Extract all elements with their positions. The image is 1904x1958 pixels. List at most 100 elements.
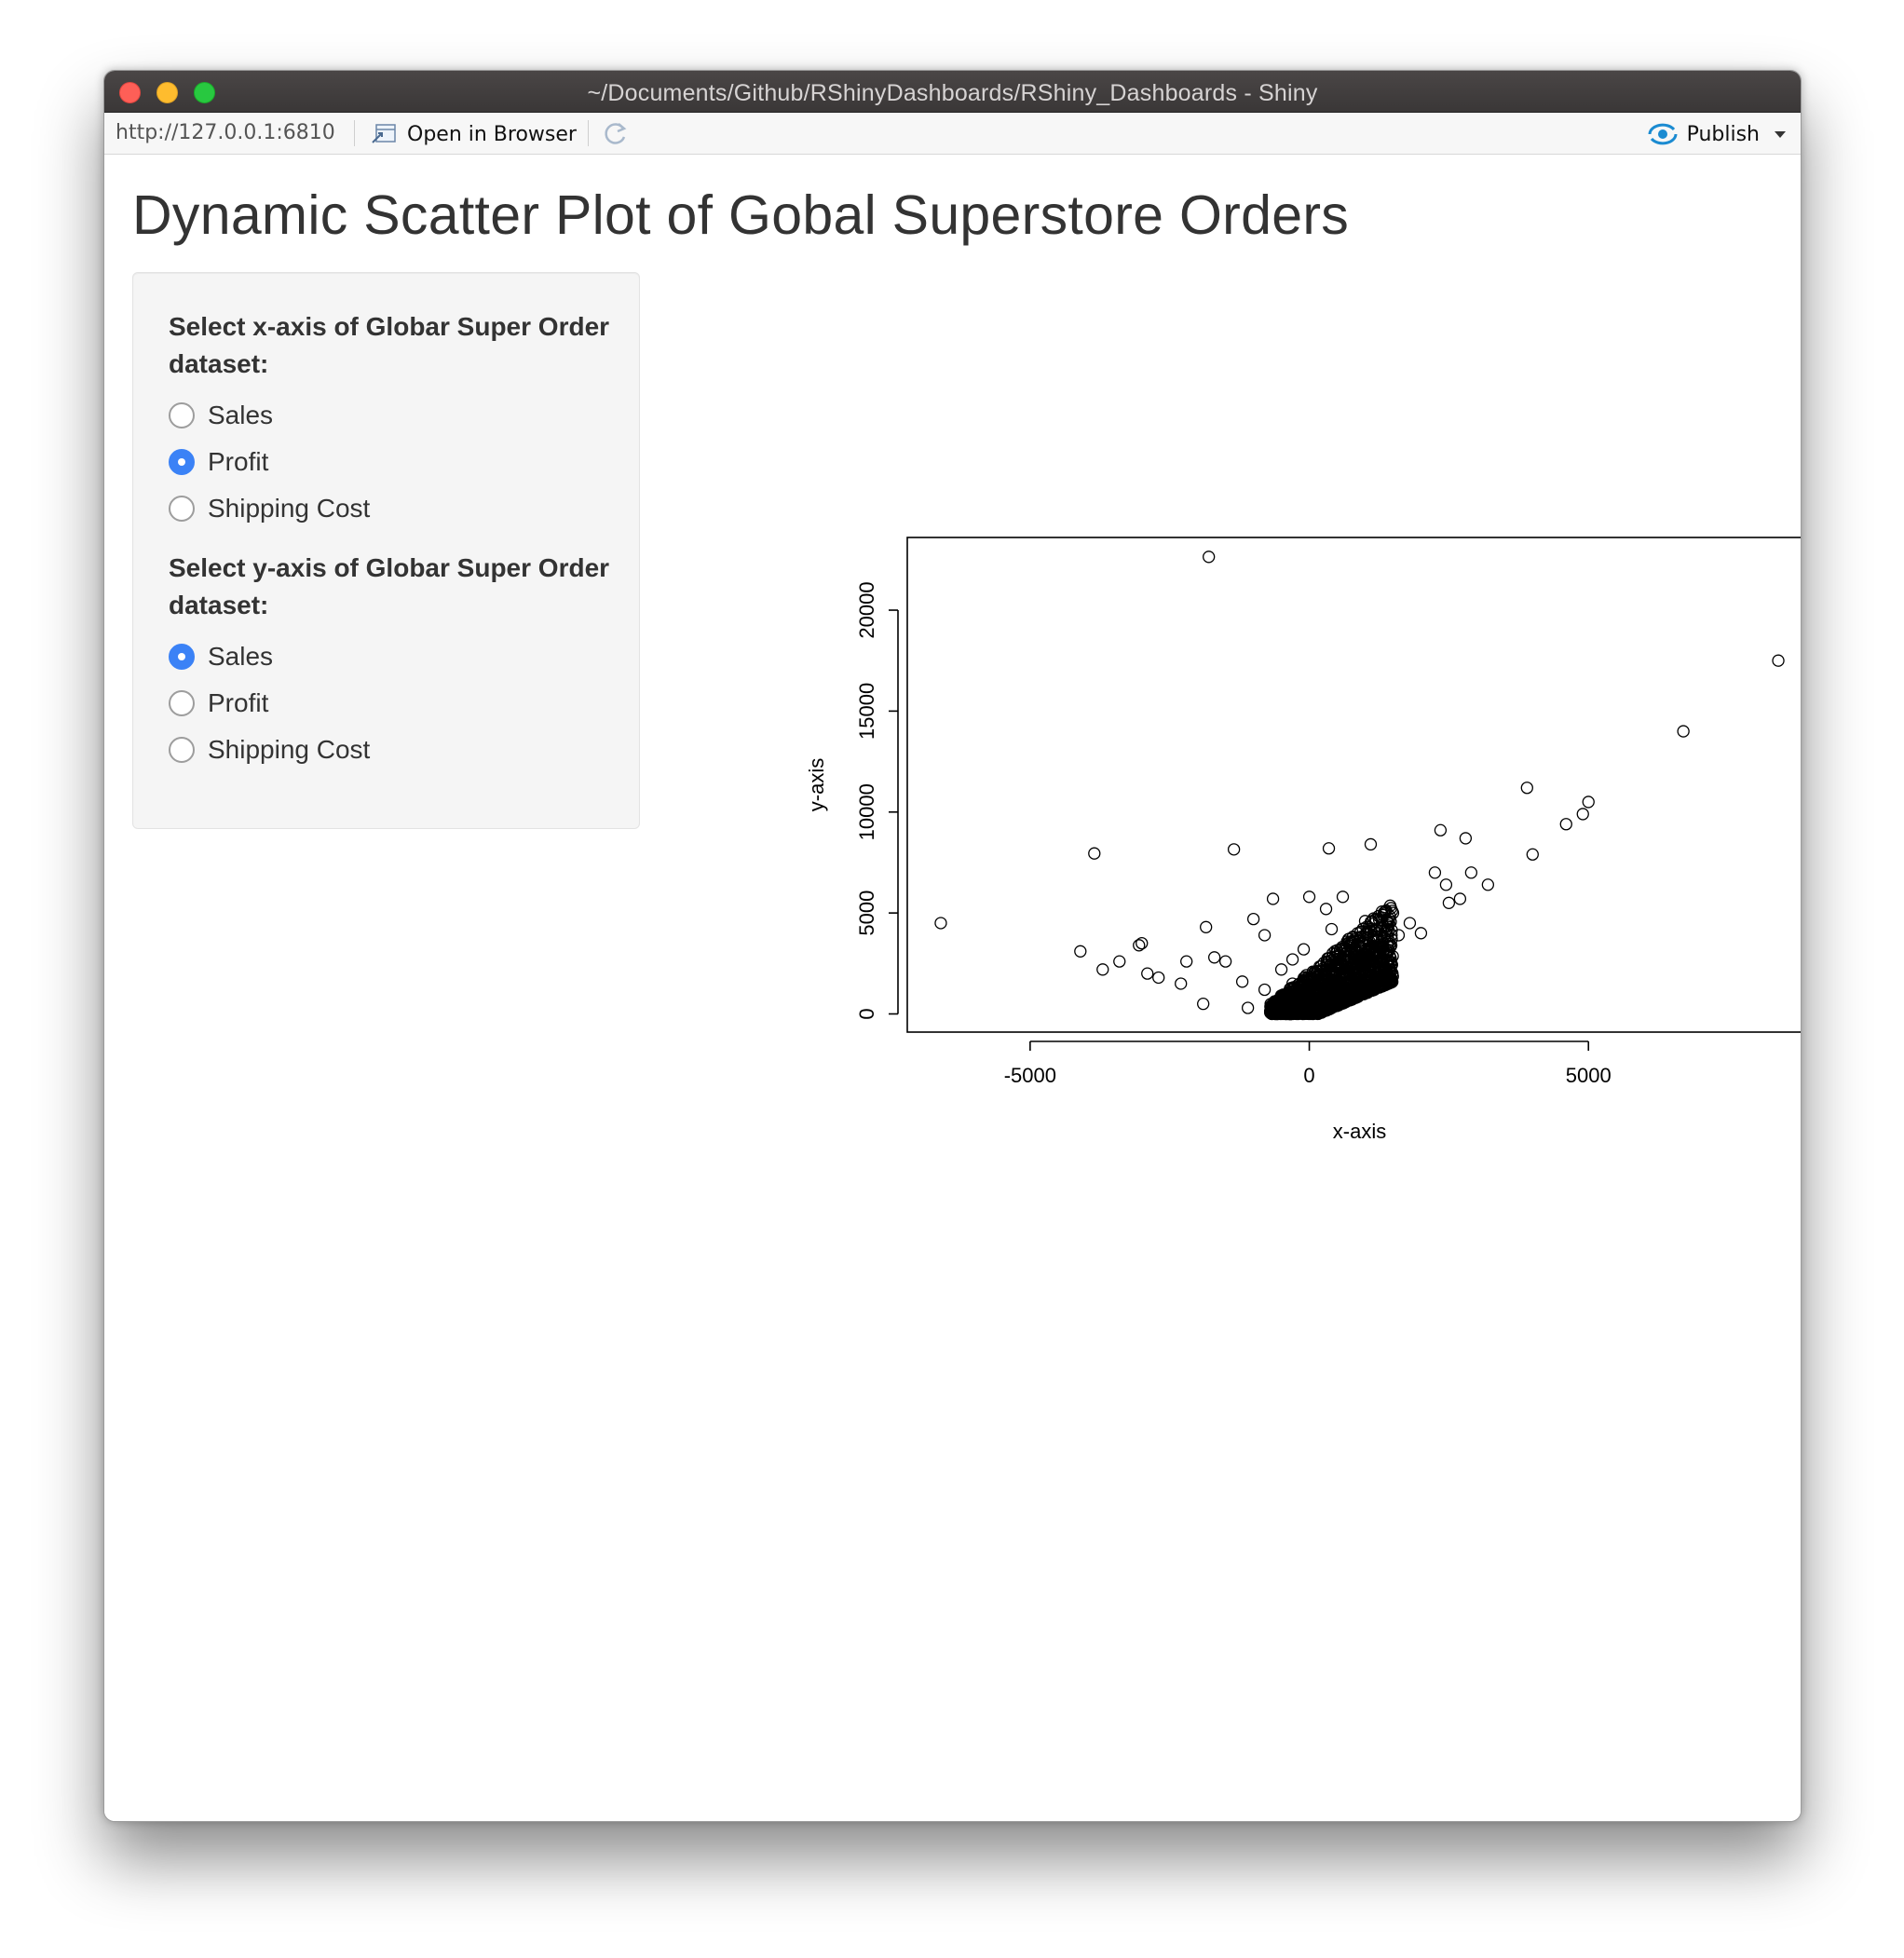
data-point xyxy=(1218,955,1232,968)
radio-button[interactable] xyxy=(169,402,195,428)
title-bar: ~/Documents/Github/RShinyDashboards/RShi… xyxy=(104,71,1801,113)
data-point xyxy=(1316,971,1329,984)
x-axis-group-label: Select x-axis of Globar Super Order data… xyxy=(169,312,610,378)
radio-button[interactable] xyxy=(169,449,195,475)
y-axis-option-shipping-cost[interactable]: Shipping Cost xyxy=(169,727,616,773)
x-axis-option-sales[interactable]: Sales xyxy=(169,392,616,439)
data-point xyxy=(1258,929,1272,942)
radio-label: Shipping Cost xyxy=(208,735,371,764)
data-point xyxy=(1302,891,1316,904)
y-axis-group-label: Select y-axis of Globar Super Order data… xyxy=(169,553,610,619)
y-tick-label: 0 xyxy=(855,1008,878,1019)
data-point xyxy=(1302,1001,1316,1014)
open-browser-icon xyxy=(372,124,396,143)
refresh-icon[interactable] xyxy=(601,120,629,148)
data-point xyxy=(1375,962,1389,975)
data-point xyxy=(1088,847,1101,860)
scatter-plot: -5000 0 5000 x-axis 0 5000 10000 15000 20000 y-ax… xyxy=(784,463,1801,1190)
data-point xyxy=(1295,979,1308,992)
publish-button[interactable]: Publish xyxy=(1646,120,1786,148)
radio-label: Profit xyxy=(208,447,269,476)
data-point xyxy=(1576,808,1589,821)
x-axis-label: x-axis xyxy=(1333,1120,1386,1143)
data-point xyxy=(1364,837,1378,851)
data-point xyxy=(1442,896,1456,909)
radio-button[interactable] xyxy=(169,737,195,763)
data-point xyxy=(1374,924,1387,937)
data-point xyxy=(1133,939,1146,952)
data-point xyxy=(1356,962,1369,976)
y-tick-label: 15000 xyxy=(855,683,878,740)
plot-frame xyxy=(906,537,1801,1033)
data-point xyxy=(1365,924,1378,938)
data-point xyxy=(1341,977,1354,991)
url-display: http://127.0.0.1:6810 xyxy=(116,121,335,144)
radio-label: Profit xyxy=(208,688,269,717)
data-point xyxy=(1175,977,1188,990)
data-point xyxy=(1428,866,1442,879)
data-point xyxy=(1378,965,1391,978)
data-point xyxy=(1289,1007,1303,1020)
window-title: ~/Documents/Github/RShinyDashboards/RShi… xyxy=(587,80,1318,106)
radio-button[interactable] xyxy=(169,644,195,670)
data-point xyxy=(1235,975,1249,988)
data-point xyxy=(1347,951,1361,964)
open-in-browser-label: Open in Browser xyxy=(407,122,577,146)
viewer-toolbar: http://127.0.0.1:6810 Open in Browser Pu… xyxy=(104,113,1801,155)
x-axis-option-profit[interactable]: Profit xyxy=(169,439,616,485)
data-point xyxy=(1331,945,1344,959)
x-tick-label: 5000 xyxy=(1566,1064,1612,1087)
data-point xyxy=(1200,920,1213,933)
data-point xyxy=(934,917,947,930)
radio-button[interactable] xyxy=(169,690,195,716)
zoom-window-button[interactable] xyxy=(194,82,215,103)
page-title: Dynamic Scatter Plot of Gobal Superstore… xyxy=(132,184,1350,246)
y-tick-label: 5000 xyxy=(855,891,878,936)
data-point xyxy=(1152,971,1165,985)
radio-label: Shipping Cost xyxy=(208,494,371,523)
data-point xyxy=(1313,988,1326,1001)
app-window: ~/Documents/Github/RShinyDashboards/RShi… xyxy=(103,70,1802,1822)
data-point xyxy=(1336,971,1350,985)
data-point xyxy=(1266,892,1280,905)
app-content: Dynamic Scatter Plot of Gobal Superstore… xyxy=(104,156,1801,1821)
data-point xyxy=(1380,946,1393,959)
chevron-down-icon xyxy=(1775,130,1786,138)
y-tick-label: 10000 xyxy=(855,783,878,840)
data-point xyxy=(1280,989,1294,1002)
data-point xyxy=(1559,818,1572,831)
data-point xyxy=(1285,953,1299,966)
x-tick-label: -5000 xyxy=(1004,1064,1056,1087)
radio-label: Sales xyxy=(208,401,274,429)
y-tick-label: 20000 xyxy=(855,581,878,638)
y-axis-option-profit[interactable]: Profit xyxy=(169,680,616,727)
data-point xyxy=(1246,912,1260,926)
open-in-browser-button[interactable]: Open in Browser xyxy=(370,120,577,148)
data-point xyxy=(1096,963,1109,976)
data-point xyxy=(1208,951,1221,964)
data-point xyxy=(1403,917,1417,930)
data-point xyxy=(1241,1001,1255,1014)
y-axis-option-sales[interactable]: Sales xyxy=(169,633,616,680)
data-point xyxy=(1272,1007,1285,1020)
data-point xyxy=(1372,949,1385,962)
close-window-button[interactable] xyxy=(119,82,141,103)
data-point xyxy=(1319,903,1333,916)
data-point xyxy=(1392,929,1406,942)
data-point xyxy=(1327,965,1340,978)
data-point xyxy=(1386,906,1400,919)
sidebar-panel: Select x-axis of Globar Super Order data… xyxy=(132,272,640,829)
data-point xyxy=(1582,795,1595,809)
data-point xyxy=(1136,936,1149,950)
data-point xyxy=(1368,956,1381,969)
radio-button[interactable] xyxy=(169,496,195,522)
data-point xyxy=(1373,978,1386,991)
x-axis-option-shipping-cost[interactable]: Shipping Cost xyxy=(169,485,616,532)
data-point xyxy=(1339,995,1353,1009)
data-point xyxy=(1383,910,1396,923)
data-point xyxy=(1338,943,1351,957)
data-point xyxy=(1334,963,1348,976)
data-point xyxy=(1314,1003,1327,1016)
minimize-window-button[interactable] xyxy=(156,82,178,103)
y-axis-radio-group: Select y-axis of Globar Super Order data… xyxy=(169,550,616,773)
